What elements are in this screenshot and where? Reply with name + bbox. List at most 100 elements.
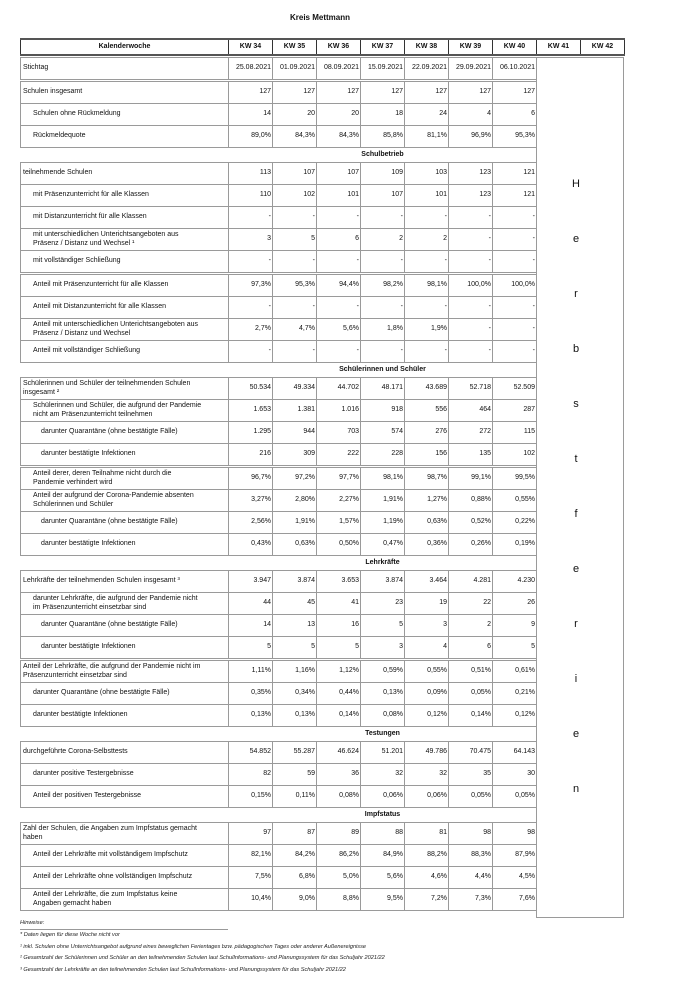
row-value: 2,27% [316, 489, 361, 512]
holiday-letter: s [573, 398, 579, 410]
row-value: 86,2% [316, 844, 361, 867]
header-table: Kalenderwoche KW 34 KW 35 KW 36 KW 37 KW 38 K… [20, 38, 625, 56]
row-value: 7,6% [492, 888, 537, 911]
footnote: * Daten liegen für diese Woche nicht vor [20, 932, 120, 938]
row-value: 216 [228, 443, 273, 467]
row-value: 0,08% [360, 704, 405, 727]
row-value: 944 [272, 421, 317, 444]
row-value: 0,05% [448, 785, 493, 808]
row-value: 15.09.2021 [360, 57, 405, 81]
row-value: 3.874 [360, 570, 405, 593]
row-value: - [448, 228, 493, 251]
section-title: Schulbetrieb [228, 147, 537, 163]
header-week: KW 36 [316, 38, 361, 56]
row-value: 0,34% [272, 682, 317, 705]
row-value: 156 [404, 443, 449, 467]
row-value: 127 [272, 79, 317, 104]
row-value: 25.08.2021 [228, 57, 273, 81]
row-value: 81 [404, 822, 449, 845]
row-value: 228 [360, 443, 405, 467]
row-value: - [228, 250, 273, 274]
row-label: darunter positive Testergebnisse [20, 763, 229, 786]
row-value: 96,9% [448, 125, 493, 148]
table-row: Lehrkräfte der teilnehmenden Schulen ins… [20, 570, 537, 593]
row-value: 0,55% [404, 658, 449, 683]
table-row: darunter Quarantäne (ohne bestätigte Fäl… [20, 682, 537, 705]
row-value: 41 [316, 592, 361, 615]
row-value: 26 [492, 592, 537, 615]
holiday-letter: H [572, 178, 580, 190]
row-value: 97 [228, 822, 273, 845]
row-label: teilnehmende Schulen [20, 162, 229, 185]
row-label: darunter bestätigte Infektionen [20, 533, 229, 556]
row-label: darunter Quarantäne (ohne bestätigte Fäl… [20, 682, 229, 705]
row-value: 2 [448, 614, 493, 637]
row-value: - [492, 340, 537, 363]
row-value: 1,16% [272, 658, 317, 683]
row-value: 107 [316, 162, 361, 185]
holiday-letter: e [572, 728, 580, 740]
table-row: Schulen insgesamt 127 127 127 127 127 127 127 [20, 79, 537, 104]
row-value: 45 [272, 592, 317, 615]
row-value: 0,61% [492, 658, 537, 683]
footnote: ² Gesamtzahl der Schülerinnen und Schüle… [20, 955, 385, 961]
row-value: 5,6% [360, 866, 405, 889]
row-value: 0,08% [316, 785, 361, 808]
header-row: Kalenderwoche KW 34 KW 35 KW 36 KW 37 KW 38 K… [20, 38, 625, 56]
row-value: 4,6% [404, 866, 449, 889]
row-label: darunter bestätigte Infektionen [20, 636, 229, 660]
row-value: 88 [360, 822, 405, 845]
table-row: darunter Quarantäne (ohne bestätigte Fäl… [20, 421, 537, 444]
row-value: 0,05% [448, 682, 493, 705]
row-value: 98,1% [404, 272, 449, 297]
row-value: 0,15% [228, 785, 273, 808]
row-value: 89 [316, 822, 361, 845]
row-value: 2,56% [228, 511, 273, 534]
row-value: 2,80% [272, 489, 317, 512]
table-row: darunter Quarantäne (ohne bestätigte Fäl… [20, 614, 537, 637]
table-row: Anteil mit Distanzunterricht für alle Kl… [20, 296, 537, 319]
row-value: 7,2% [404, 888, 449, 911]
section-header: Testungen [20, 726, 537, 742]
row-value: 0,19% [492, 533, 537, 556]
row-value: - [228, 206, 273, 229]
row-label: Anteil mit unterschiedlichen Unterichtsa… [20, 318, 229, 341]
row-value: 87 [272, 822, 317, 845]
row-value: 98 [492, 822, 537, 845]
row-value: - [228, 296, 273, 319]
row-value: 22.09.2021 [404, 57, 449, 81]
row-value: 5 [492, 636, 537, 660]
row-label: Anteil der Lehrkräfte mit vollständigem … [20, 844, 229, 867]
holiday-letter: b [572, 343, 580, 355]
table-row: Schulen ohne Rückmeldung 14 20 20 18 24 4 6 [20, 103, 537, 126]
row-value: 309 [272, 443, 317, 467]
row-value: 7,3% [448, 888, 493, 911]
row-value: 0,09% [404, 682, 449, 705]
row-value: 3.874 [272, 570, 317, 593]
row-value: 88,2% [404, 844, 449, 867]
row-label: darunter Quarantäne (ohne bestätigte Fäl… [20, 421, 229, 444]
table-row: Zahl der Schulen, die Angaben zum Impfst… [20, 822, 537, 845]
row-value: 4.230 [492, 570, 537, 593]
row-value: 127 [316, 79, 361, 104]
row-value: 3.947 [228, 570, 273, 593]
table-row: Anteil der Lehrkräfte mit vollständigem … [20, 844, 537, 867]
row-value: 1,27% [404, 489, 449, 512]
row-value: 0,13% [360, 682, 405, 705]
row-value: 101 [404, 184, 449, 207]
row-value: 13 [272, 614, 317, 637]
row-value: - [360, 340, 405, 363]
row-value: 1,91% [272, 511, 317, 534]
row-value: 0,12% [492, 704, 537, 727]
row-value: 4,4% [448, 866, 493, 889]
row-value: 121 [492, 184, 537, 207]
row-value: 101 [316, 184, 361, 207]
row-value: - [272, 250, 317, 274]
row-value: 0,06% [360, 785, 405, 808]
row-label: mit Präsenzunterricht für alle Klassen [20, 184, 229, 207]
table-row: Schülerinnen und Schüler der teilnehmend… [20, 377, 537, 400]
section-spacer [20, 362, 229, 378]
holiday-letter: e [572, 233, 580, 245]
row-value: 0,47% [360, 533, 405, 556]
holiday-letter: i [574, 673, 578, 685]
